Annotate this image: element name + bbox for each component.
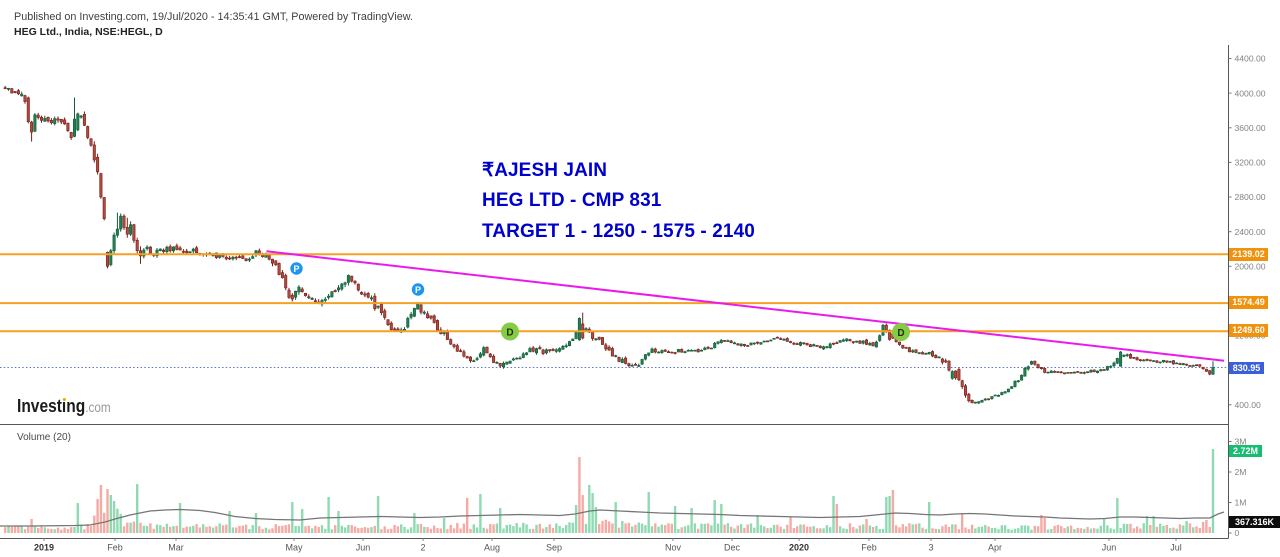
svg-text:400.00: 400.00 [1235,400,1262,410]
svg-text:Mar: Mar [168,542,184,552]
svg-text:2800.00: 2800.00 [1235,192,1266,202]
svg-text:3M: 3M [1235,437,1247,447]
svg-text:2M: 2M [1235,467,1247,477]
svg-text:Feb: Feb [107,542,123,552]
svg-text:2400.00: 2400.00 [1235,227,1266,237]
svg-text:3: 3 [928,542,933,552]
svg-text:4400.00: 4400.00 [1235,54,1266,64]
svg-text:0: 0 [1235,528,1240,538]
svg-text:Jun: Jun [1102,542,1117,552]
svg-text:P: P [293,264,299,274]
svg-text:Jun: Jun [356,542,371,552]
svg-text:Jul: Jul [1170,542,1182,552]
svg-text:Dec: Dec [724,542,741,552]
svg-text:Aug: Aug [484,542,500,552]
svg-text:3600.00: 3600.00 [1235,123,1266,133]
svg-text:May: May [285,542,303,552]
svg-text:2020: 2020 [789,542,809,552]
svg-text:Sep: Sep [546,542,562,552]
svg-text:2019: 2019 [34,542,54,552]
svg-text:D: D [897,328,904,339]
svg-text:P: P [415,285,421,295]
svg-text:4000.00: 4000.00 [1235,88,1266,98]
svg-text:Feb: Feb [861,542,877,552]
svg-text:2: 2 [420,542,425,552]
svg-text:2000.00: 2000.00 [1235,262,1266,272]
svg-text:D: D [506,328,513,339]
svg-text:Apr: Apr [988,542,1002,552]
svg-text:3200.00: 3200.00 [1235,158,1266,168]
svg-text:Nov: Nov [665,542,682,552]
svg-text:1M: 1M [1235,498,1247,508]
